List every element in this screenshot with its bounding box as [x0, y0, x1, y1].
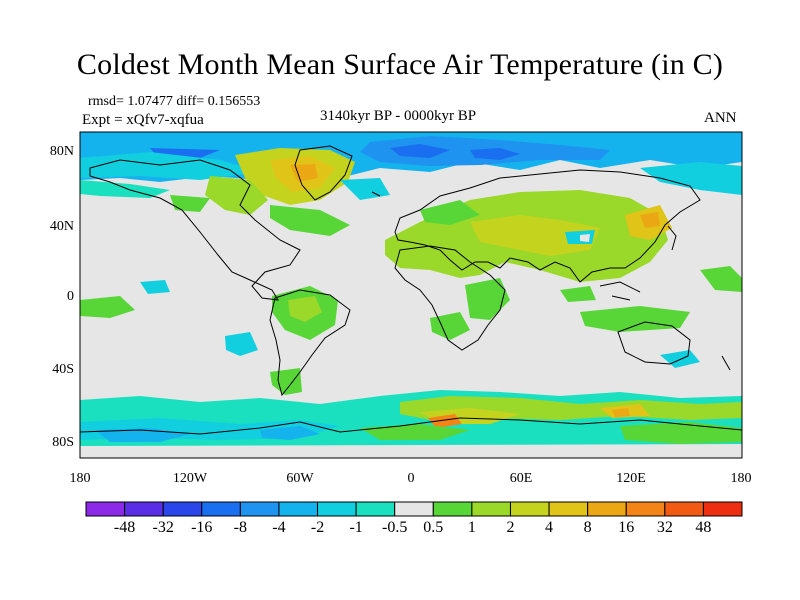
anomaly-region: [430, 312, 470, 340]
colorbar-label: 4: [545, 519, 553, 536]
colorbar-swatch: [355, 501, 396, 517]
lon-tick-label: 180: [70, 471, 91, 486]
anomaly-region: [470, 148, 520, 160]
anomaly-region: [390, 144, 450, 158]
colorbar-label: 0.5: [423, 519, 443, 536]
coastline-eurasia: [394, 169, 701, 283]
coastline-australia: [617, 321, 691, 365]
colorbar-swatch: [432, 501, 473, 517]
colorbar-swatch: [702, 501, 743, 517]
lat-tick-label: 40S: [52, 362, 74, 377]
anomaly-region: [170, 195, 210, 212]
colorbar-swatch: [471, 501, 511, 517]
anomaly-region: [225, 332, 258, 356]
anomaly-region: [640, 162, 742, 195]
lat-tick-label: 0: [67, 289, 74, 304]
anomaly-region: [270, 368, 302, 395]
colorbar-swatch: [278, 501, 319, 517]
anomaly-region: [80, 180, 170, 198]
coastline-greenland: [294, 145, 353, 201]
anomaly-region: [700, 266, 742, 292]
longitude-axis: 180 120W 60W 0 60E 120E 180: [70, 471, 752, 486]
anomaly-region: [205, 176, 268, 215]
colorbar-label: -32: [153, 519, 174, 536]
anomaly-region: [288, 296, 322, 322]
anomaly-region: [290, 164, 318, 182]
colorbar-label: -4: [272, 519, 285, 536]
colorbar-swatch: [85, 501, 126, 517]
anomaly-region: [580, 306, 690, 332]
lon-tick-label: 60E: [510, 471, 533, 486]
anomaly-region: [640, 212, 660, 228]
coastline-islands: [371, 191, 731, 371]
coastlines: [80, 145, 742, 435]
lat-tick-label: 80N: [50, 144, 74, 159]
colorbar-label: -1: [349, 519, 362, 536]
period-label: 3140kyr BP - 0000kyr BP: [320, 108, 477, 124]
coastline-south-america: [269, 289, 351, 397]
colorbar-swatch: [548, 501, 589, 517]
anomaly-region: [465, 278, 510, 320]
lon-tick-label: 120W: [173, 471, 208, 486]
rmsd-diff-text: rmsd= 1.07477 diff= 0.156553: [88, 94, 261, 109]
lon-tick-label: 0: [408, 471, 415, 486]
colorbar: -48 -32 -16 -8 -4 -2 -1 -0.5 0.5 1 2 4 8 16 32 48: [85, 501, 743, 536]
colorbar-swatch: [317, 501, 357, 517]
anomaly-region: [560, 286, 596, 302]
anomaly-region: [80, 152, 260, 180]
colorbar-swatch: [394, 501, 434, 517]
colorbar-swatch: [201, 501, 241, 517]
colorbar-swatch: [162, 501, 203, 517]
latitude-axis: 80N 40N 0 40S 80S: [50, 144, 74, 450]
season-label: ANN: [704, 110, 737, 126]
colorbar-label: 32: [657, 519, 673, 536]
chart-title: Coldest Month Mean Surface Air Temperatu…: [76, 48, 724, 81]
coastline-japan: [667, 225, 677, 251]
colorbar-label: 48: [695, 519, 711, 536]
colorbar-label: -16: [191, 519, 212, 536]
anomaly-region: [80, 296, 135, 318]
anomaly-region: [360, 424, 470, 440]
map-frame: [79, 131, 743, 459]
map-plot-area: [80, 132, 742, 458]
experiment-label: Expt = xQfv7-xqfua: [82, 112, 204, 128]
colorbar-label: 8: [584, 519, 592, 536]
colorbar-swatch: [664, 501, 704, 517]
colorbar-swatch: [509, 501, 550, 517]
anomaly-region: [580, 234, 590, 242]
anomaly-region: [270, 205, 350, 236]
colorbar-label: -8: [234, 519, 247, 536]
colorbar-swatch: [587, 501, 627, 517]
colorbar-label: 16: [618, 519, 634, 536]
colorbar-label: -0.5: [382, 519, 407, 536]
anomaly-region: [420, 200, 480, 225]
lon-tick-label: 60W: [286, 471, 314, 486]
colorbar-label: -48: [114, 519, 135, 536]
lat-tick-label: 80S: [52, 435, 74, 450]
anomaly-region: [140, 280, 170, 294]
colorbar-label: 1: [468, 519, 476, 536]
coastline-africa: [394, 245, 506, 351]
anomaly-region: [260, 426, 320, 440]
coastline-north-america: [89, 159, 301, 301]
lon-tick-label: 120E: [616, 471, 646, 486]
colorbar-label: 2: [506, 519, 514, 536]
colorbar-swatch: [625, 501, 666, 517]
colorbar-label: -2: [311, 519, 324, 536]
anomaly-region: [80, 444, 742, 458]
anomaly-region: [470, 215, 600, 256]
colorbar-swatch: [239, 501, 280, 517]
anomaly-region: [612, 408, 630, 417]
lat-tick-label: 40N: [50, 219, 74, 234]
colorbar-swatch: [124, 501, 164, 517]
anomaly-region: [428, 414, 462, 428]
lon-tick-label: 180: [731, 471, 752, 486]
coastline-antarctica: [80, 417, 742, 435]
